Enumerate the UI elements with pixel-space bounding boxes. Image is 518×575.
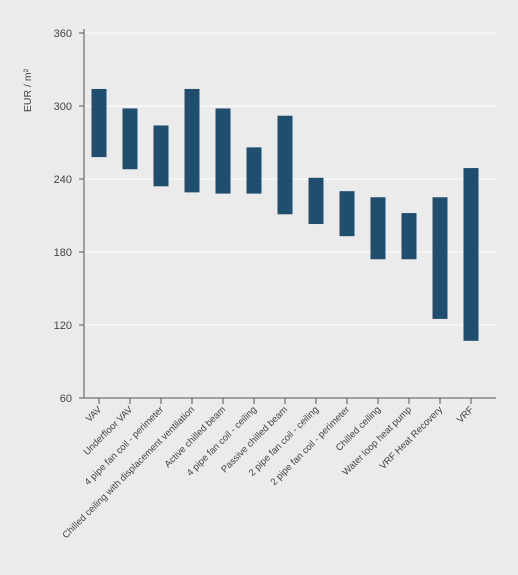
bar-6 (246, 147, 262, 194)
bars (91, 88, 479, 341)
bar-13 (463, 168, 479, 341)
bar-3 (153, 125, 169, 187)
y-tick-label-180: 180 (54, 247, 72, 259)
y-tick-label-300: 300 (54, 101, 72, 113)
bar-12 (432, 197, 448, 319)
y-tick-label-60: 60 (60, 393, 72, 405)
bar-4 (184, 88, 200, 193)
x-tick-label-13: VRF (455, 404, 476, 425)
y-axis-label: EUR / m² (22, 68, 34, 112)
bar-9 (339, 191, 355, 237)
bar-2 (122, 108, 138, 170)
x-tick-label-1: VAV (84, 404, 105, 425)
y-tick-label-360: 360 (54, 28, 72, 40)
bar-1 (91, 88, 107, 158)
bar-7 (277, 115, 293, 215)
bar-8 (308, 177, 324, 225)
bar-10 (370, 197, 386, 260)
bar-11 (401, 213, 417, 260)
y-tick-label-120: 120 (54, 320, 72, 332)
bar-5 (215, 108, 231, 194)
y-tick-label-240: 240 (54, 174, 72, 186)
x-tick-label-4: Chilled ceiling with displacement ventil… (61, 404, 198, 541)
y-axis: 60 120 180 240 300 360 (54, 28, 85, 405)
